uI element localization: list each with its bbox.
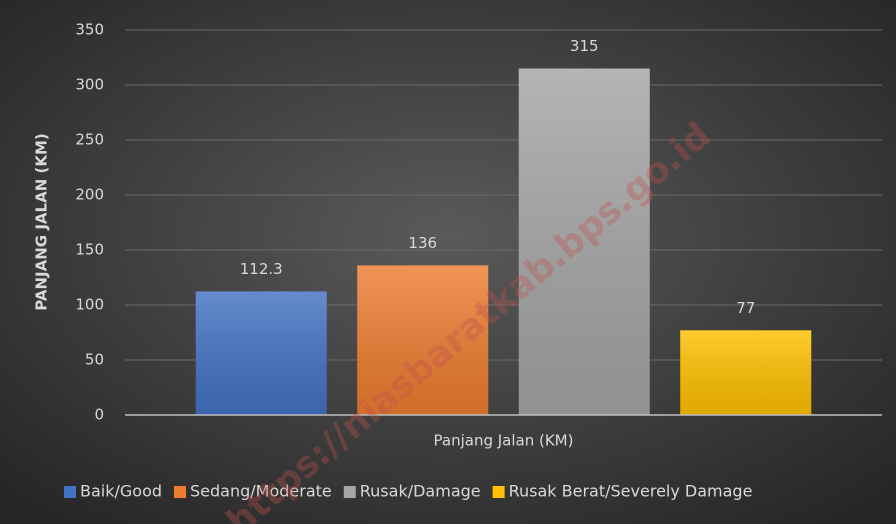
legend-label: Rusak Berat/Severely Damage [509,482,753,501]
y-tick-label: 250 [75,131,104,149]
y-tick-label: 100 [75,296,104,314]
y-axis-label: PANJANG JALAN (KM) [33,133,51,310]
y-tick-label: 300 [75,76,104,94]
legend-label: Sedang/Moderate [190,482,332,501]
data-label: 77 [736,299,755,317]
y-tick-label: 200 [75,186,104,204]
legend-swatch [64,486,76,498]
legend-swatch [492,486,505,498]
bar [195,291,327,415]
legend-label: Baik/Good [80,482,162,501]
legend-swatch [343,486,356,498]
data-label: 112.3 [240,260,283,278]
y-tick-label: 50 [85,351,104,369]
legend-swatch [174,486,187,498]
y-tick-label: 0 [94,406,104,424]
y-tick-label: 350 [75,21,104,39]
data-label: 315 [570,37,599,55]
y-tick-label: 150 [75,241,104,259]
data-label: 136 [408,234,437,252]
x-tick-label: Panjang Jalan (KM) [434,432,574,450]
bar [680,330,812,415]
legend-label: Rusak/Damage [360,482,481,501]
